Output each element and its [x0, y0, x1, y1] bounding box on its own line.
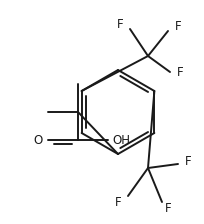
Text: F: F [175, 19, 181, 32]
Text: F: F [165, 202, 171, 215]
Text: F: F [185, 155, 191, 168]
Text: OH: OH [112, 134, 130, 146]
Text: F: F [177, 65, 183, 78]
Text: O: O [33, 134, 43, 146]
Text: F: F [117, 17, 123, 30]
Text: F: F [115, 196, 121, 209]
